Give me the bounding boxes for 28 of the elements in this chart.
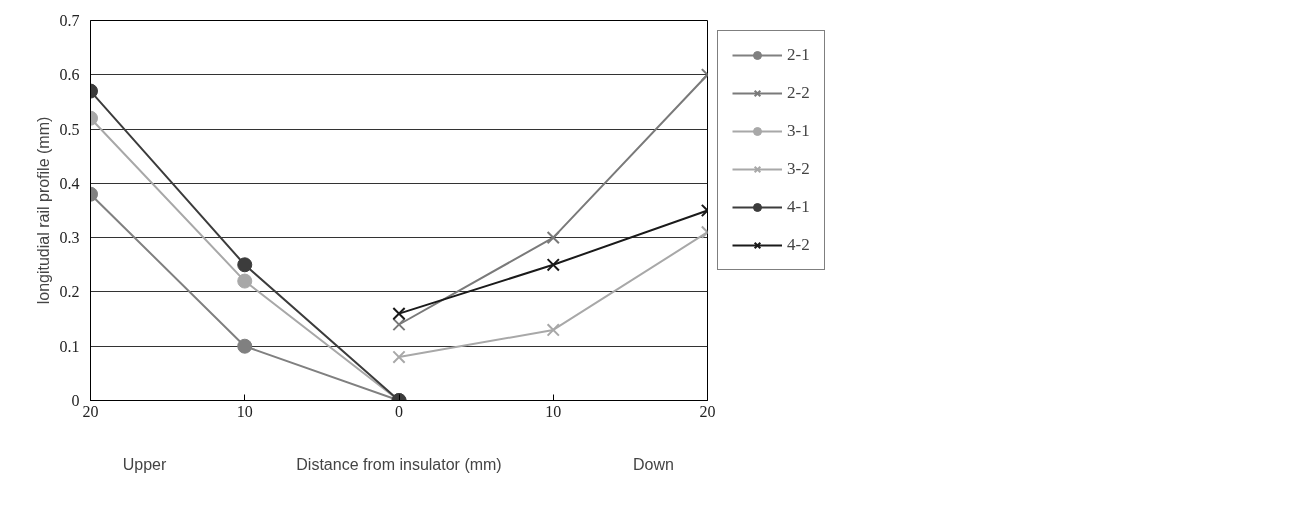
legend-label: 3-1 bbox=[787, 121, 810, 141]
y-axis-title: longitudial rail profile (mm) bbox=[34, 116, 52, 305]
point bbox=[546, 258, 560, 272]
y-tick-label: 0.7 bbox=[59, 12, 80, 29]
x-axis-title: Distance from insulator (mm) bbox=[296, 455, 502, 473]
y-tick-label: 0.1 bbox=[59, 337, 80, 355]
x-tick-label: 10 bbox=[545, 402, 562, 420]
y-tick-label: 0.5 bbox=[59, 120, 80, 138]
x-tick-label: 0 bbox=[395, 402, 403, 420]
legend-label: 3-2 bbox=[787, 159, 810, 179]
legend-label: 2-1 bbox=[787, 45, 810, 65]
point bbox=[392, 350, 406, 364]
y-tick-label: 0.4 bbox=[59, 174, 80, 192]
x-tick-label: 10 bbox=[236, 402, 253, 420]
x-tick-label: 20 bbox=[82, 402, 99, 420]
point bbox=[546, 323, 560, 337]
point bbox=[392, 317, 406, 332]
text: Down bbox=[633, 455, 674, 473]
text: Upper bbox=[122, 455, 167, 473]
y-tick-label: 0.6 bbox=[59, 66, 80, 84]
legend-label: 4-1 bbox=[787, 197, 810, 217]
legend-label: 2-2 bbox=[787, 83, 810, 103]
point bbox=[546, 230, 560, 245]
y-tick-label: 0.3 bbox=[59, 229, 80, 247]
x-tick-label: 20 bbox=[699, 402, 716, 420]
point bbox=[392, 306, 406, 321]
legend-label: 4-2 bbox=[787, 235, 810, 255]
y-tick-label: 0.2 bbox=[59, 283, 80, 301]
